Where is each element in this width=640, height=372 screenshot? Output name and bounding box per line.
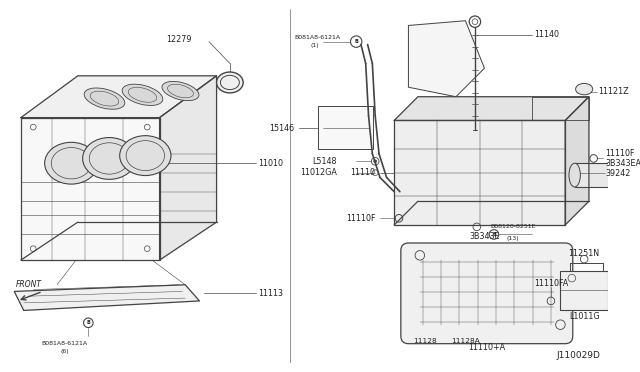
Polygon shape <box>159 76 216 260</box>
Text: (6): (6) <box>60 349 69 354</box>
Text: 11010: 11010 <box>259 159 284 168</box>
Ellipse shape <box>569 163 580 187</box>
Text: 11110F: 11110F <box>346 214 375 223</box>
Text: 11110FA: 11110FA <box>534 279 568 288</box>
Circle shape <box>469 16 481 28</box>
Polygon shape <box>21 76 216 118</box>
Text: B081A8-6121A: B081A8-6121A <box>42 341 88 346</box>
Text: 3B343EA: 3B343EA <box>605 159 640 168</box>
Text: L5148: L5148 <box>313 157 337 166</box>
Text: (1): (1) <box>310 43 319 48</box>
Text: B: B <box>355 39 358 44</box>
Ellipse shape <box>216 72 243 93</box>
Text: J110029D: J110029D <box>556 350 600 360</box>
Text: B08120-8251E: B08120-8251E <box>490 224 536 230</box>
Polygon shape <box>565 97 589 225</box>
Circle shape <box>374 160 376 163</box>
Bar <box>575 163 627 187</box>
Text: 12279: 12279 <box>166 35 192 44</box>
Ellipse shape <box>621 163 632 187</box>
Polygon shape <box>408 21 484 97</box>
Text: 11113: 11113 <box>259 289 284 298</box>
Polygon shape <box>394 121 565 225</box>
Ellipse shape <box>575 83 593 95</box>
Bar <box>318 106 373 149</box>
Text: (13): (13) <box>507 236 519 241</box>
Polygon shape <box>14 285 200 310</box>
Text: 11110F: 11110F <box>605 149 635 158</box>
Ellipse shape <box>83 138 136 179</box>
Text: FRONT: FRONT <box>15 280 42 289</box>
Text: 15146: 15146 <box>269 124 294 132</box>
Ellipse shape <box>122 84 163 106</box>
Text: 11128A: 11128A <box>451 338 480 344</box>
Text: L1011G: L1011G <box>569 312 600 321</box>
Ellipse shape <box>120 136 171 176</box>
Text: 11110+A: 11110+A <box>468 343 505 352</box>
Text: 11128: 11128 <box>413 338 437 344</box>
Text: 3B343E: 3B343E <box>469 232 500 241</box>
Ellipse shape <box>84 88 125 109</box>
Text: B: B <box>492 232 496 237</box>
Text: 11110: 11110 <box>350 168 375 177</box>
FancyBboxPatch shape <box>401 243 573 344</box>
Text: B081A8-6121A: B081A8-6121A <box>294 35 340 40</box>
Ellipse shape <box>162 81 199 100</box>
Ellipse shape <box>45 142 98 184</box>
Polygon shape <box>21 118 159 260</box>
Polygon shape <box>394 97 589 121</box>
Bar <box>561 270 608 310</box>
Text: 11121Z: 11121Z <box>598 87 629 96</box>
Text: B: B <box>86 320 90 325</box>
Text: 39242: 39242 <box>605 169 630 178</box>
Text: 11012GA: 11012GA <box>300 168 337 177</box>
Text: 11140: 11140 <box>534 31 559 39</box>
Text: 11251N: 11251N <box>568 249 600 258</box>
